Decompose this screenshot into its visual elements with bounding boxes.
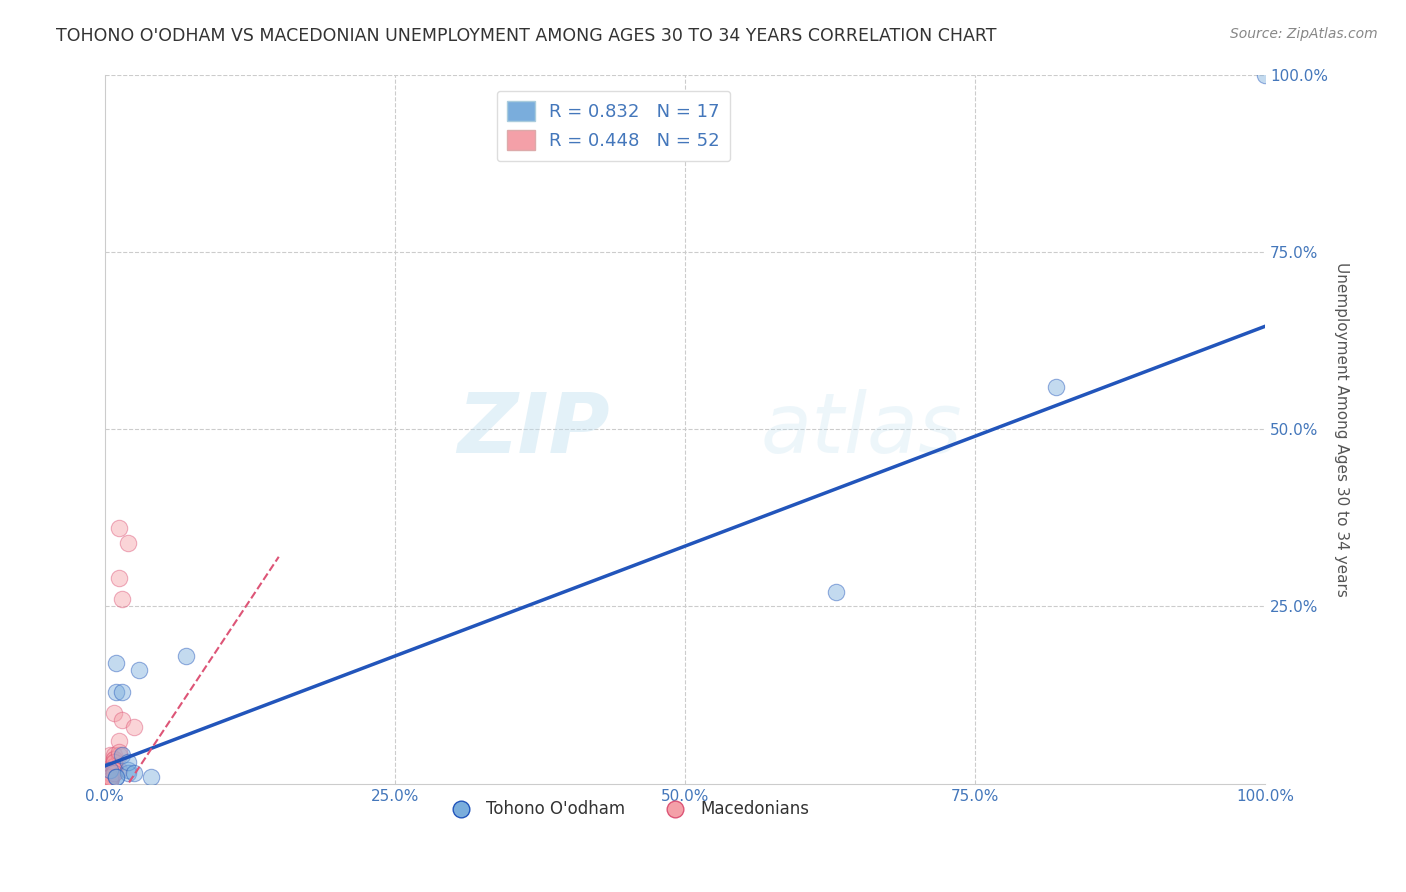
Point bbox=[107, 763, 129, 777]
Point bbox=[103, 759, 125, 773]
Point bbox=[103, 763, 125, 777]
Text: atlas: atlas bbox=[761, 389, 962, 469]
Point bbox=[103, 756, 125, 770]
Point bbox=[117, 756, 139, 770]
Point bbox=[100, 766, 122, 780]
Point bbox=[111, 748, 134, 763]
Point bbox=[105, 770, 128, 784]
Point bbox=[105, 684, 128, 698]
Point bbox=[111, 684, 134, 698]
Point bbox=[100, 770, 122, 784]
Point bbox=[117, 535, 139, 549]
Point bbox=[139, 770, 162, 784]
Point bbox=[100, 770, 122, 784]
Point bbox=[824, 585, 846, 599]
Point bbox=[103, 752, 125, 766]
Point bbox=[128, 663, 150, 677]
Point bbox=[100, 763, 122, 777]
Point bbox=[1254, 68, 1277, 82]
Point bbox=[100, 770, 122, 784]
Point bbox=[107, 734, 129, 748]
Point bbox=[100, 766, 122, 780]
Point bbox=[174, 649, 197, 664]
Point bbox=[100, 770, 122, 784]
Point bbox=[107, 571, 129, 585]
Point bbox=[107, 748, 129, 763]
Point bbox=[103, 759, 125, 773]
Point bbox=[100, 773, 122, 788]
Text: Source: ZipAtlas.com: Source: ZipAtlas.com bbox=[1230, 27, 1378, 41]
Point bbox=[117, 763, 139, 777]
Point bbox=[100, 766, 122, 780]
Point bbox=[1045, 379, 1067, 393]
Point bbox=[100, 770, 122, 784]
Point bbox=[100, 773, 122, 788]
Point bbox=[103, 756, 125, 770]
Point bbox=[100, 773, 122, 788]
Point bbox=[103, 759, 125, 773]
Point bbox=[100, 763, 122, 777]
Point bbox=[100, 773, 122, 788]
Point bbox=[100, 748, 122, 763]
Text: ZIP: ZIP bbox=[457, 389, 609, 469]
Point bbox=[100, 773, 122, 788]
Point bbox=[100, 773, 122, 788]
Point bbox=[100, 773, 122, 788]
Point bbox=[100, 770, 122, 784]
Point bbox=[103, 766, 125, 780]
Point bbox=[107, 521, 129, 535]
Point bbox=[103, 763, 125, 777]
Point bbox=[105, 770, 128, 784]
Point bbox=[111, 713, 134, 727]
Text: TOHONO O'ODHAM VS MACEDONIAN UNEMPLOYMENT AMONG AGES 30 TO 34 YEARS CORRELATION : TOHONO O'ODHAM VS MACEDONIAN UNEMPLOYMEN… bbox=[56, 27, 997, 45]
Point bbox=[103, 748, 125, 763]
Point bbox=[100, 770, 122, 784]
Point bbox=[103, 763, 125, 777]
Point bbox=[100, 773, 122, 788]
Point bbox=[122, 766, 145, 780]
Point bbox=[100, 770, 122, 784]
Point bbox=[100, 766, 122, 780]
Point bbox=[117, 766, 139, 780]
Point bbox=[103, 766, 125, 780]
Point bbox=[100, 766, 122, 780]
Point bbox=[100, 770, 122, 784]
Point bbox=[103, 706, 125, 720]
Point bbox=[103, 756, 125, 770]
Point bbox=[100, 770, 122, 784]
Point bbox=[105, 656, 128, 670]
Point bbox=[103, 752, 125, 766]
Y-axis label: Unemployment Among Ages 30 to 34 years: Unemployment Among Ages 30 to 34 years bbox=[1334, 261, 1348, 597]
Point bbox=[100, 773, 122, 788]
Point bbox=[103, 766, 125, 780]
Point bbox=[111, 592, 134, 607]
Point bbox=[107, 745, 129, 759]
Point bbox=[122, 720, 145, 734]
Legend: Tohono O'odham, Macedonians: Tohono O'odham, Macedonians bbox=[437, 794, 815, 825]
